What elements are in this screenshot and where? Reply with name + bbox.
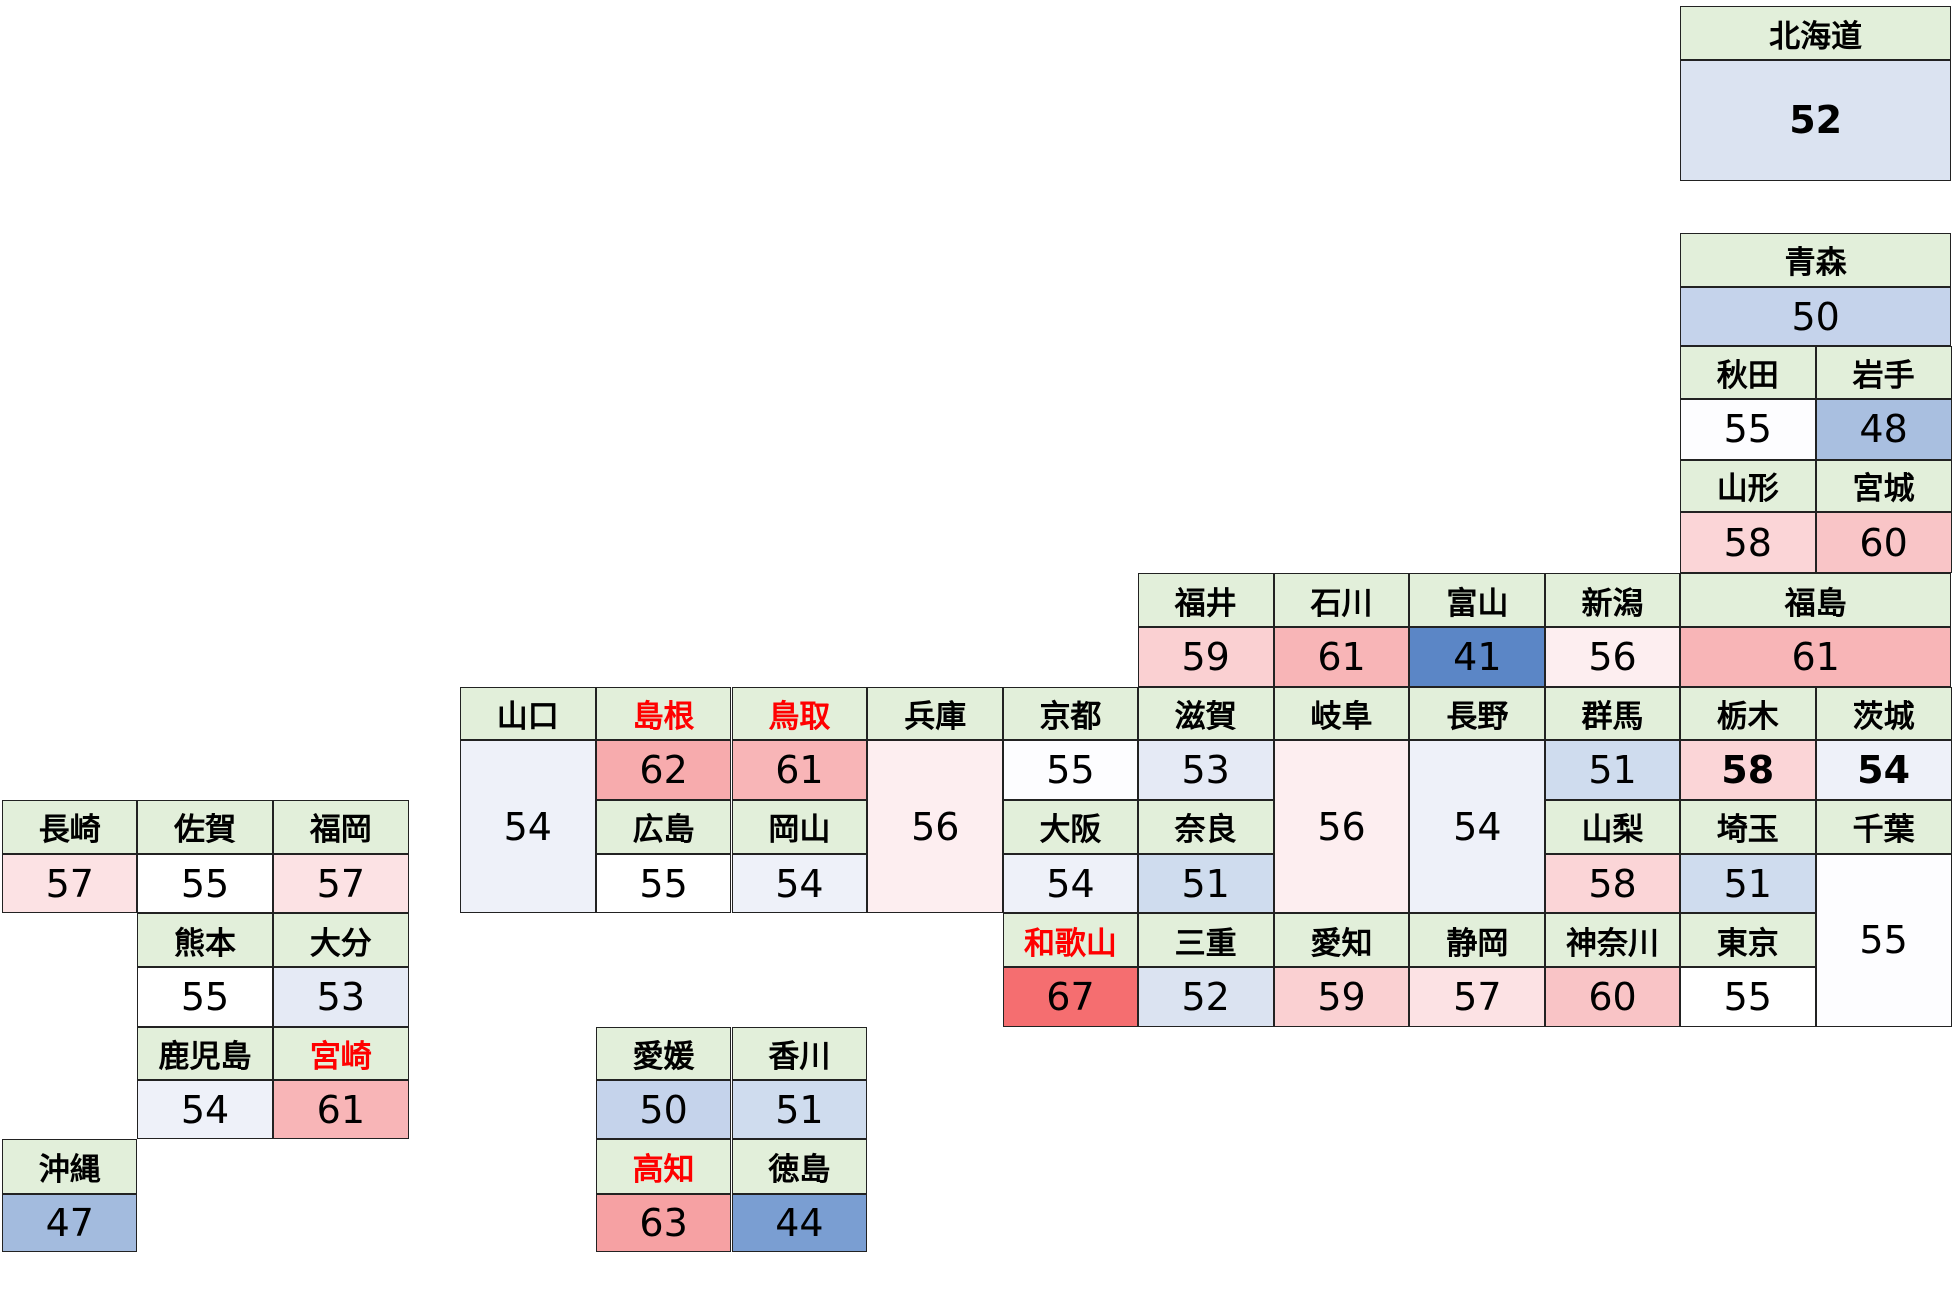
- prefecture-value: 63: [595, 1193, 732, 1253]
- prefecture-name: 群馬: [1545, 686, 1680, 741]
- prefecture-value: 51: [731, 1080, 868, 1139]
- prefecture-value: 61: [272, 1080, 409, 1139]
- prefecture-name: 三重: [1137, 913, 1274, 968]
- prefecture-name: 大阪: [1003, 800, 1138, 854]
- prefecture-value: 58: [1679, 740, 1816, 801]
- prefecture-value: 61: [731, 740, 868, 801]
- prefecture-value: 51: [1137, 853, 1274, 914]
- prefecture-name: 埼玉: [1679, 800, 1816, 854]
- prefecture-name: 岩手: [1815, 346, 1952, 399]
- prefecture-value: 55: [1679, 967, 1816, 1027]
- prefecture-name: 鹿児島: [137, 1026, 273, 1081]
- prefecture-name: 鳥取: [731, 686, 868, 741]
- prefecture-value: 59: [1273, 967, 1410, 1027]
- prefecture-name: 福岡: [272, 800, 409, 854]
- prefecture-value: 55: [595, 853, 732, 914]
- prefecture-name: 島根: [595, 686, 732, 741]
- prefecture-value: 47: [2, 1193, 138, 1253]
- prefecture-value: 51: [1545, 740, 1680, 801]
- prefecture-name: 愛知: [1273, 913, 1410, 968]
- prefecture-name: 熊本: [137, 913, 273, 968]
- prefecture-value: 61: [1679, 626, 1952, 687]
- prefecture-name: 長野: [1409, 686, 1546, 741]
- prefecture-name: 岐阜: [1273, 686, 1410, 741]
- prefecture-name: 宮城: [1815, 459, 1952, 513]
- prefecture-value: 57: [1409, 967, 1546, 1027]
- prefecture-value: 61: [1273, 626, 1410, 687]
- prefecture-name: 兵庫: [867, 686, 1004, 741]
- prefecture-value: 50: [1679, 286, 1952, 347]
- prefecture-value: 53: [272, 967, 409, 1027]
- prefecture-name: 香川: [731, 1026, 868, 1081]
- prefecture-name: 広島: [595, 800, 732, 854]
- prefecture-value: 48: [1815, 398, 1952, 460]
- prefecture-name: 青森: [1679, 233, 1952, 287]
- prefecture-value: 56: [1545, 626, 1680, 687]
- prefecture-value: 41: [1409, 626, 1546, 687]
- prefecture-name: 愛媛: [595, 1026, 732, 1081]
- prefecture-value: 57: [2, 853, 138, 914]
- prefecture-value: 58: [1545, 853, 1680, 914]
- prefecture-value: 54: [459, 740, 596, 914]
- prefecture-value: 44: [731, 1193, 868, 1253]
- prefecture-value: 54: [1409, 740, 1546, 914]
- prefecture-name: 福井: [1137, 573, 1274, 627]
- prefecture-name: 奈良: [1137, 800, 1274, 854]
- prefecture-value: 50: [595, 1080, 732, 1139]
- prefecture-value: 55: [137, 853, 273, 914]
- prefecture-name: 大分: [272, 913, 409, 968]
- prefecture-value: 52: [1679, 59, 1952, 181]
- prefecture-value: 54: [1815, 740, 1952, 801]
- prefecture-name: 富山: [1409, 573, 1546, 627]
- prefecture-name: 秋田: [1679, 346, 1816, 399]
- prefecture-name: 神奈川: [1545, 913, 1680, 968]
- prefecture-value: 58: [1679, 512, 1816, 574]
- prefecture-value: 53: [1137, 740, 1274, 801]
- prefecture-value: 55: [137, 967, 273, 1027]
- prefecture-value: 57: [272, 853, 409, 914]
- prefecture-value: 52: [1137, 967, 1274, 1027]
- prefecture-name: 徳島: [731, 1139, 868, 1194]
- prefecture-value: 54: [137, 1080, 273, 1139]
- prefecture-name: 長崎: [2, 800, 138, 854]
- prefecture-name: 石川: [1273, 573, 1410, 627]
- prefecture-name: 東京: [1679, 913, 1816, 968]
- prefecture-name: 千葉: [1815, 800, 1952, 854]
- prefecture-value: 60: [1545, 967, 1680, 1027]
- prefecture-name: 栃木: [1679, 686, 1816, 741]
- prefecture-value: 60: [1815, 512, 1952, 574]
- prefecture-name: 岡山: [731, 800, 868, 854]
- prefecture-name: 新潟: [1545, 573, 1680, 627]
- prefecture-value: 55: [1003, 740, 1138, 801]
- prefecture-name: 茨城: [1815, 686, 1952, 741]
- prefecture-name: 沖縄: [2, 1139, 138, 1194]
- prefecture-name: 滋賀: [1137, 686, 1274, 741]
- prefecture-value: 59: [1137, 626, 1274, 687]
- prefecture-value: 54: [731, 853, 868, 914]
- prefecture-name: 山形: [1679, 459, 1816, 513]
- prefecture-value: 56: [867, 740, 1004, 914]
- prefecture-value: 56: [1273, 740, 1410, 914]
- prefecture-value: 67: [1003, 967, 1138, 1027]
- prefecture-name: 京都: [1003, 686, 1138, 741]
- prefecture-name: 和歌山: [1003, 913, 1138, 968]
- prefecture-name: 山梨: [1545, 800, 1680, 854]
- prefecture-name: 山口: [459, 686, 596, 741]
- prefecture-value: 62: [595, 740, 732, 801]
- prefecture-name: 宮崎: [272, 1026, 409, 1081]
- prefecture-value: 54: [1003, 853, 1138, 914]
- prefecture-name: 佐賀: [137, 800, 273, 854]
- prefecture-value: 55: [1815, 853, 1952, 1027]
- prefecture-name: 高知: [595, 1139, 732, 1194]
- prefecture-value: 55: [1679, 398, 1816, 460]
- prefecture-name: 福島: [1679, 573, 1952, 627]
- prefecture-value: 51: [1679, 853, 1816, 914]
- prefecture-name: 北海道: [1679, 6, 1952, 60]
- prefecture-name: 静岡: [1409, 913, 1546, 968]
